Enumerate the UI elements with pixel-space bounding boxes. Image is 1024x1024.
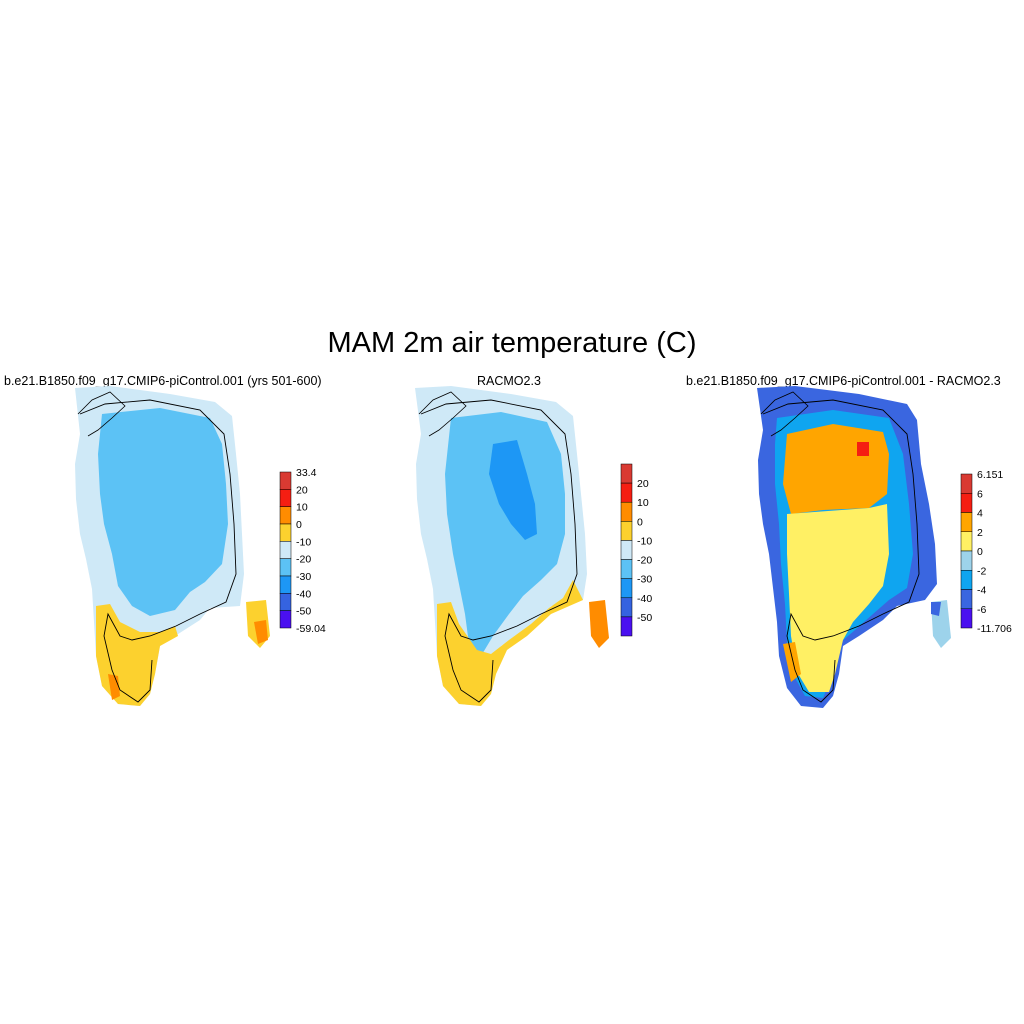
colorbar-swatch	[279, 506, 292, 525]
panel-title: b.e21.B1850.f09_g17.CMIP6-piControl.001 …	[4, 374, 322, 388]
colorbar-tick-label: -30	[296, 571, 311, 583]
colorbar-swatch	[279, 523, 292, 542]
greenland-field	[757, 386, 951, 708]
colorbar-tick-label: -20	[637, 555, 652, 567]
colorbar-swatch	[960, 473, 973, 494]
field-mid	[445, 412, 565, 656]
colorbar-tick-label: 0	[296, 519, 302, 531]
map-model: 33.4 20 10 0 -10 -20 -30 -40 -50 -59.04	[75, 386, 326, 706]
field-warm-south	[783, 642, 801, 682]
colorbar-swatch	[279, 471, 292, 490]
map-racmo: 20 10 0 -10 -20 -30 -40 -50	[415, 386, 652, 706]
colorbar-tick-label: 20	[296, 484, 308, 496]
colorbar-tick-label: 6	[977, 488, 983, 500]
field-deep	[489, 440, 537, 540]
field-island-edge	[931, 602, 941, 616]
colorbar-tick-label: -10	[637, 535, 652, 547]
greenland-field	[415, 386, 609, 706]
panel-title: RACMO2.3	[477, 374, 541, 388]
colorbar-swatch	[279, 558, 292, 577]
coastline	[420, 399, 578, 703]
colorbar-swatch	[279, 575, 292, 594]
colorbar-tick-label: -11.706	[977, 623, 1012, 635]
colorbar-tick-label: 33.4	[296, 467, 317, 479]
colorbar-tick-label: -2	[977, 565, 986, 577]
colorbar-tick-label: -4	[977, 585, 986, 597]
colorbar-swatch	[620, 521, 633, 541]
colorbar-swatch	[620, 501, 633, 522]
colorbar-tick-label: 2	[977, 527, 983, 539]
colorbar-swatch	[960, 493, 973, 513]
colorbar: 33.4 20 10 0 -10 -20 -30 -40 -50 -59.04	[279, 467, 326, 635]
field-yellow	[787, 504, 889, 692]
field-mid	[98, 408, 228, 616]
colorbar-swatch	[960, 570, 973, 590]
field-island	[589, 600, 609, 648]
colorbar-swatch	[960, 531, 973, 552]
colorbar-swatch	[620, 482, 633, 503]
field-warm-north	[783, 424, 889, 514]
field-hot-spot	[857, 442, 869, 456]
colorbar-tick-label: 0	[637, 516, 643, 528]
colorbar-swatch	[960, 589, 973, 609]
figure-title: MAM 2m air temperature (C)	[327, 327, 697, 359]
colorbar-swatch	[279, 489, 292, 507]
coastline	[79, 399, 237, 703]
colorbar-tick-label: -50	[637, 612, 652, 624]
colorbar-swatch	[620, 559, 633, 579]
colorbar-swatch	[960, 608, 973, 629]
field-island-hot	[254, 620, 268, 644]
colorbar-tick-label: 4	[977, 508, 983, 520]
panel-model: b.e21.B1850.f09_g17.CMIP6-piControl.001 …	[0, 374, 340, 734]
colorbar-tick-label: -20	[296, 554, 311, 566]
colorbar-swatch	[620, 463, 633, 484]
greenland-field	[75, 386, 270, 706]
colorbar-tick-label: 6.151	[977, 469, 1003, 481]
colorbar-swatch	[620, 578, 633, 599]
colorbar-tick-label: 10	[637, 497, 649, 509]
colorbar-tick-label: -50	[296, 606, 311, 618]
colorbar-tick-label: -10	[296, 536, 311, 548]
colorbar-tick-label: -59.04	[296, 623, 326, 635]
coastline	[762, 399, 920, 703]
colorbar-tick-label: -30	[637, 574, 652, 586]
colorbar-swatch	[620, 540, 633, 560]
colorbar: 6.151 6 4 2 0 -2 -4 -6 -11.706	[960, 469, 1012, 635]
coastline-north	[77, 391, 126, 437]
colorbar-swatch	[620, 597, 633, 618]
colorbar-swatch	[960, 512, 973, 532]
colorbar-swatch	[279, 541, 292, 559]
panel-difference: b.e21.B1850.f09_g17.CMIP6-piControl.001 …	[683, 374, 1023, 734]
panel-racmo: RACMO2.3 20 10 0 -10 -20 -30 -40 -50	[341, 374, 681, 734]
field-hot	[108, 674, 120, 700]
colorbar-tick-label: -6	[977, 604, 986, 616]
map-difference: 6.151 6 4 2 0 -2 -4 -6 -11.706	[757, 386, 1012, 708]
colorbar-swatch	[279, 593, 292, 611]
colorbar-tick-label: 0	[977, 546, 983, 558]
panel-title: b.e21.B1850.f09_g17.CMIP6-piControl.001 …	[686, 374, 1001, 388]
colorbar-tick-label: -40	[296, 588, 311, 600]
colorbar-tick-label: -40	[637, 593, 652, 605]
colorbar-tick-label: 10	[296, 502, 308, 514]
colorbar-swatch	[620, 616, 633, 637]
coastline-north	[760, 391, 809, 437]
colorbar-tick-label: 20	[637, 478, 649, 490]
colorbar-swatch	[279, 610, 292, 629]
colorbar: 20 10 0 -10 -20 -30 -40 -50	[620, 463, 652, 637]
colorbar-swatch	[960, 550, 973, 571]
coastline-north	[418, 391, 467, 437]
